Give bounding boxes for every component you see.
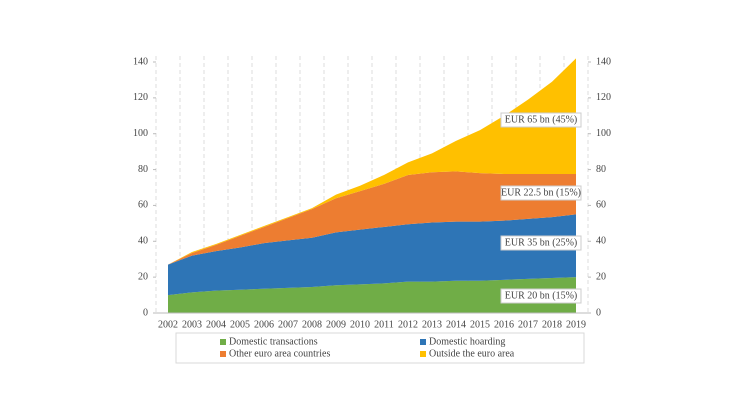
area <box>168 214 576 296</box>
area <box>168 58 576 265</box>
y-tick-label: 40 <box>138 236 148 247</box>
annotation-box <box>500 185 582 201</box>
annotation: EUR 20 bn (15%) <box>505 290 578 301</box>
legend-swatch <box>220 351 226 357</box>
y2-tick-label: 60 <box>596 200 606 211</box>
area <box>168 277 576 313</box>
y-tick-label: 100 <box>133 128 148 139</box>
legend-box <box>175 332 585 364</box>
x-tick-label: 2002 <box>158 319 178 330</box>
y2-tick-label: 20 <box>596 271 606 282</box>
legend-swatch <box>420 351 426 357</box>
y-tick-label: 0 <box>143 307 148 318</box>
legend-swatch <box>220 339 226 345</box>
x-tick-label: 2006 <box>254 319 274 330</box>
x-tick-label: 2010 <box>350 319 370 330</box>
y-tick-label: 60 <box>138 200 148 211</box>
x-tick-label: 2007 <box>278 319 298 330</box>
y-tick-label: 20 <box>138 271 148 282</box>
x-tick-label: 2009 <box>326 319 346 330</box>
annotation: EUR 65 bn (45%) <box>505 114 578 125</box>
area <box>168 171 576 265</box>
annotation-box <box>500 112 582 128</box>
x-tick-label: 2018 <box>542 319 562 330</box>
legend-swatch <box>420 339 426 345</box>
x-tick-label: 2019 <box>566 319 586 330</box>
y-tick-label: 80 <box>138 164 148 175</box>
annotation-box <box>500 288 582 304</box>
y2-tick-label: 140 <box>596 56 611 67</box>
legend-label: Outside the euro area <box>429 348 515 359</box>
y-tick-label: 140 <box>133 56 148 67</box>
x-tick-label: 2003 <box>182 319 202 330</box>
legend-label: Other euro area countries <box>229 348 330 359</box>
x-tick-label: 2013 <box>422 319 442 330</box>
y-tick-label: 120 <box>133 92 148 103</box>
y2-tick-label: 120 <box>596 92 611 103</box>
x-tick-label: 2016 <box>494 319 514 330</box>
y2-tick-label: 80 <box>596 164 606 175</box>
y2-tick-label: 100 <box>596 128 611 139</box>
annotation: EUR 22.5 bn (15%) <box>501 187 581 198</box>
y2-tick-label: 0 <box>596 307 601 318</box>
x-tick-label: 2011 <box>374 319 394 330</box>
x-tick-label: 2012 <box>398 319 418 330</box>
x-tick-label: 2015 <box>470 319 490 330</box>
annotation: EUR 35 bn (25%) <box>505 237 578 248</box>
x-tick-label: 2004 <box>206 319 226 330</box>
x-tick-label: 2008 <box>302 319 322 330</box>
x-tick-label: 2014 <box>446 319 466 330</box>
legend-label: Domestic transactions <box>229 336 318 347</box>
x-tick-label: 2005 <box>230 319 250 330</box>
x-tick-label: 2017 <box>518 319 538 330</box>
legend-label: Domestic hoarding <box>429 336 505 347</box>
y2-tick-label: 40 <box>596 236 606 247</box>
annotation-box <box>500 235 582 251</box>
